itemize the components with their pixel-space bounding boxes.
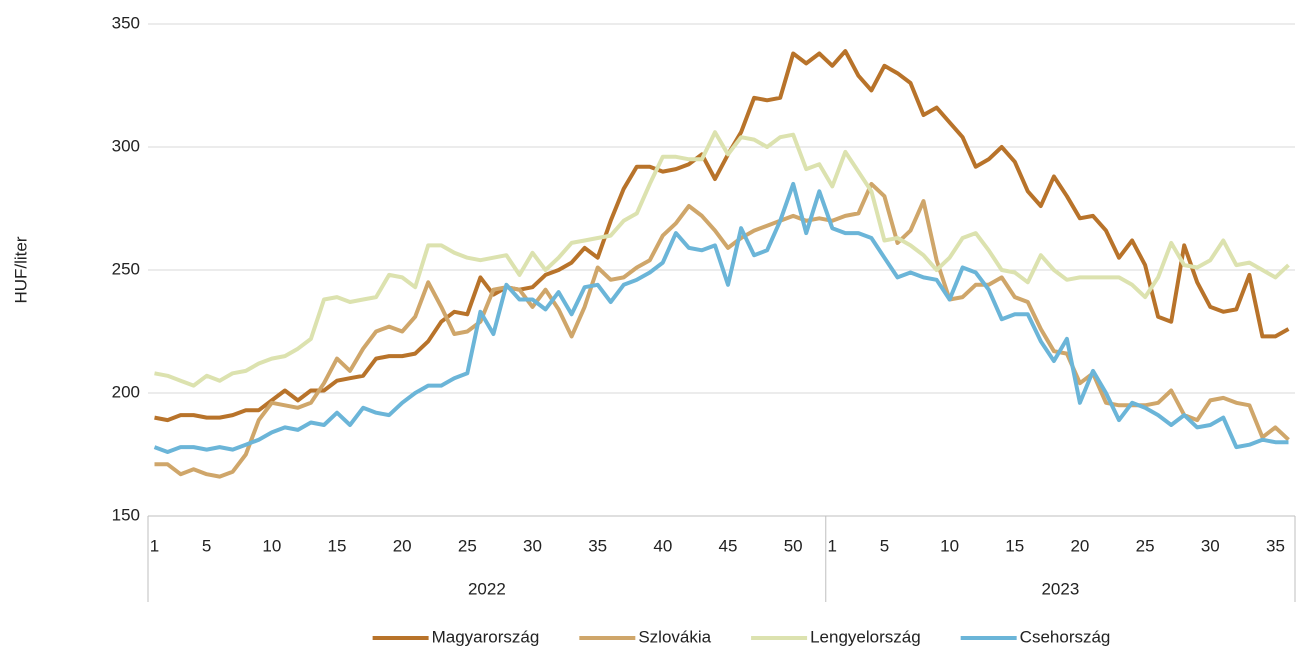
series-line [154, 130, 1290, 388]
x-tick-label: 1 [150, 536, 159, 555]
legend-label: Lengyelország [810, 627, 921, 646]
x-tick-label: 15 [328, 536, 347, 555]
group-label: 2022 [468, 579, 506, 598]
x-tick-label: 5 [202, 536, 211, 555]
series-line [154, 49, 1290, 423]
y-tick-label: 250 [112, 259, 140, 278]
series-line [154, 181, 1290, 479]
x-tick-label: 20 [1070, 536, 1089, 555]
x-tick-label: 40 [653, 536, 672, 555]
x-tick-label: 15 [1005, 536, 1024, 555]
y-tick-label: 300 [112, 136, 140, 155]
y-tick-label: 350 [112, 13, 140, 32]
x-tick-label: 5 [880, 536, 889, 555]
x-tick-label: 35 [1266, 536, 1285, 555]
x-tick-label: 30 [1201, 536, 1220, 555]
x-tick-label: 10 [262, 536, 281, 555]
x-tick-label: 25 [1136, 536, 1155, 555]
x-tick-label: 25 [458, 536, 477, 555]
y-axis-label: HUF/liter [11, 236, 30, 303]
x-tick-label: 10 [940, 536, 959, 555]
x-tick-label: 45 [719, 536, 738, 555]
x-tick-label: 50 [784, 536, 803, 555]
x-tick-label: 1 [828, 536, 837, 555]
y-tick-label: 200 [112, 382, 140, 401]
series-line [153, 181, 1289, 454]
x-tick-label: 35 [588, 536, 607, 555]
x-tick-label: 20 [393, 536, 412, 555]
group-label: 2023 [1041, 579, 1079, 598]
y-tick-label: 150 [112, 505, 140, 524]
legend-label: Szlovákia [638, 627, 711, 646]
x-tick-label: 30 [523, 536, 542, 555]
legend-label: Magyarország [432, 627, 540, 646]
legend-label: Csehország [1020, 627, 1111, 646]
